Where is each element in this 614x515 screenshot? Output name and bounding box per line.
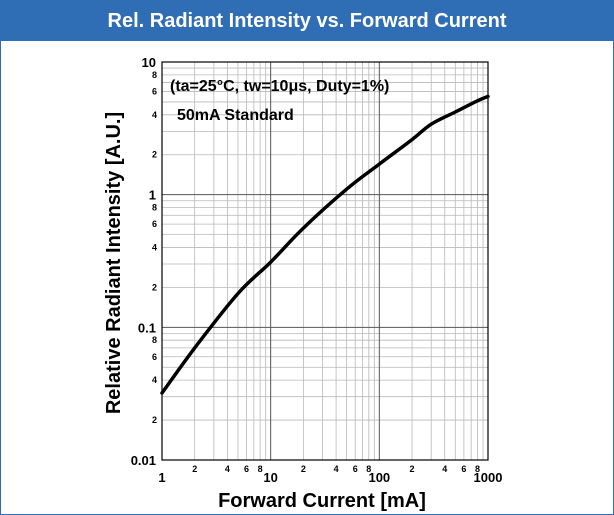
y-minor-tick-label: 2 — [152, 150, 157, 160]
x-minor-tick-label: 4 — [442, 464, 447, 474]
y-major-tick-label: 0.01 — [131, 453, 156, 468]
x-minor-tick-label: 6 — [461, 464, 466, 474]
y-minor-tick-label: 8 — [152, 70, 157, 80]
annotation-conditions: (ta=25°C, tw=10μs, Duty=1%) — [170, 78, 389, 95]
y-minor-tick-label: 4 — [152, 242, 157, 252]
x-minor-tick-label: 6 — [244, 464, 249, 474]
x-minor-tick-label: 2 — [192, 464, 197, 474]
y-axis-label: Relative Radiant Intensity [A.U.] — [103, 112, 125, 414]
x-minor-tick-label: 4 — [334, 464, 339, 474]
x-major-tick-label: 100 — [368, 470, 390, 485]
y-minor-tick-label: 6 — [152, 86, 157, 96]
x-major-tick-label: 1 — [158, 470, 165, 485]
x-major-tick-label: 10 — [263, 470, 277, 485]
y-major-tick-label: 1 — [149, 188, 156, 203]
y-minor-tick-label: 4 — [152, 110, 157, 120]
y-minor-tick-label: 6 — [152, 352, 157, 362]
x-minor-tick-label: 4 — [225, 464, 230, 474]
x-minor-tick-label: 8 — [366, 464, 371, 474]
y-minor-tick-label: 2 — [152, 282, 157, 292]
series-line — [162, 96, 488, 393]
x-minor-tick-label: 8 — [258, 464, 263, 474]
y-minor-tick-label: 4 — [152, 375, 157, 385]
x-axis-label: Forward Current [mA] — [218, 490, 426, 512]
annotation-standard: 50mA Standard — [177, 107, 294, 124]
x-minor-tick-label: 8 — [475, 464, 480, 474]
y-major-tick-label: 10 — [142, 55, 156, 70]
y-minor-tick-label: 8 — [152, 203, 157, 213]
x-minor-tick-label: 6 — [353, 464, 358, 474]
y-major-tick-label: 0.1 — [138, 320, 156, 335]
y-minor-tick-label: 8 — [152, 335, 157, 345]
series-layer — [162, 96, 488, 393]
x-minor-tick-label: 2 — [410, 464, 415, 474]
y-minor-tick-label: 6 — [152, 219, 157, 229]
x-minor-tick-label: 2 — [301, 464, 306, 474]
y-minor-tick-label: 2 — [152, 415, 157, 425]
